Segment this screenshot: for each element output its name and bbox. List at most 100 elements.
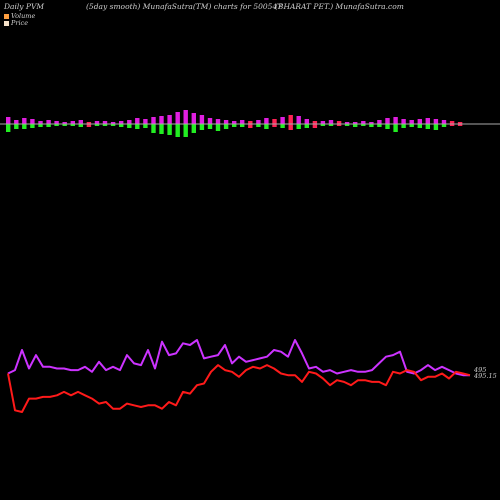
volume-bar-up <box>62 122 67 124</box>
volume-bar-up <box>353 122 358 124</box>
volume-bar-down <box>175 124 180 137</box>
volume-bar-up <box>369 122 374 124</box>
volume-bar-up <box>457 122 463 124</box>
volume-bar-up <box>78 120 83 124</box>
volume-bar-down <box>393 124 398 132</box>
volume-bar-down <box>312 124 318 128</box>
volume-bar-up <box>409 120 414 124</box>
volume-bar-up <box>256 120 261 124</box>
volume-bar-down <box>248 124 253 128</box>
volume-bar-up <box>54 121 59 124</box>
legend-volume: Volume <box>4 12 35 20</box>
volume-bar-down <box>22 124 27 129</box>
volume-bar-down <box>223 124 229 129</box>
legend-price: Price <box>4 19 28 27</box>
chart-subtitle: (5day smooth) MunafaSutra(TM) charts for… <box>86 2 282 11</box>
volume-bar-down <box>199 124 205 130</box>
volume-bar-up <box>417 119 422 124</box>
volume-bar-down <box>127 124 132 128</box>
volume-bar-down <box>296 124 301 129</box>
volume-bar-up <box>264 118 269 124</box>
volume-bar-down <box>38 124 43 127</box>
volume-bar-up <box>377 120 382 124</box>
volume-bar-down <box>353 124 358 127</box>
legend-volume-swatch <box>4 13 9 19</box>
volume-bar-down <box>425 124 430 129</box>
volume-bar-up <box>280 117 285 124</box>
legend-volume-label: Volume <box>11 12 36 20</box>
pvm-series-line <box>7 339 470 377</box>
volume-bar-down <box>320 124 326 126</box>
chart-source: (BHARAT PET.) MunafaSutra.com <box>275 2 404 11</box>
volume-bar-down <box>159 124 164 134</box>
volume-bar-down <box>344 124 350 126</box>
volume-bar-up <box>425 118 430 124</box>
volume-bar-up <box>441 120 447 124</box>
volume-bar-down <box>62 124 67 126</box>
volume-bar-up <box>207 118 213 124</box>
volume-bar-down <box>232 124 237 127</box>
volume-bar-down <box>377 124 382 127</box>
volume-bar-down <box>385 124 390 129</box>
volume-bar-down <box>240 124 245 127</box>
volume-bar-up <box>199 115 205 124</box>
volume-bar-up <box>328 120 334 124</box>
volume-bars <box>6 110 463 137</box>
volume-bar-down <box>30 124 35 128</box>
volume-bar-up <box>135 118 140 124</box>
volume-bar-up <box>102 121 108 124</box>
volume-bar-up <box>433 119 439 124</box>
volume-bar-down <box>70 124 75 126</box>
volume-bar-down <box>119 124 124 127</box>
volume-bar-up <box>127 120 132 124</box>
volume-bar-down <box>417 124 422 128</box>
volume-bar-up <box>6 117 11 124</box>
volume-bar-up <box>22 118 27 124</box>
volume-bar-down <box>54 124 59 126</box>
volume-bar-down <box>183 124 188 137</box>
volume-bar-down <box>191 124 196 133</box>
volume-bar-up <box>304 119 309 124</box>
price-end-label: 495.15 <box>473 372 497 380</box>
volume-bar-up <box>175 112 180 124</box>
volume-bar-up <box>344 122 350 124</box>
volume-bar-down <box>207 124 213 129</box>
volume-bar-up <box>14 120 19 124</box>
volume-bar-up <box>143 119 148 124</box>
legend-price-label: Price <box>11 19 29 27</box>
volume-bar-down <box>336 124 342 126</box>
volume-bar-up <box>272 119 277 124</box>
volume-bar-up <box>110 122 116 124</box>
price-series-line <box>7 364 471 413</box>
volume-bar-down <box>280 124 285 128</box>
volume-bar-down <box>78 124 83 127</box>
volume-bar-down <box>167 124 172 135</box>
volume-bar-up <box>151 117 156 124</box>
volume-bar-down <box>433 124 439 130</box>
volume-bar-down <box>14 124 19 129</box>
volume-bar-up <box>70 121 75 124</box>
volume-bar-down <box>6 124 11 132</box>
volume-bar-down <box>135 124 140 129</box>
volume-bar-up <box>38 121 43 124</box>
volume-bar-up <box>401 119 406 124</box>
volume-bar-down <box>361 124 366 126</box>
volume-bar-up <box>159 116 164 124</box>
volume-bar-up <box>183 110 188 124</box>
volume-bar-up <box>30 119 35 124</box>
volume-bar-down <box>288 124 293 130</box>
chart-title: Daily PVM <box>4 2 45 11</box>
volume-bar-up <box>223 120 229 124</box>
legend-price-swatch <box>4 20 9 26</box>
volume-bar-down <box>457 124 463 126</box>
volume-bar-down <box>94 124 100 126</box>
volume-bar-up <box>119 121 124 124</box>
volume-bar-down <box>328 124 334 126</box>
volume-bar-up <box>46 120 51 124</box>
volume-bar-up <box>385 118 390 124</box>
price-pvm-lines <box>7 339 471 413</box>
volume-bar-down <box>272 124 277 127</box>
volume-bar-up <box>312 121 318 124</box>
volume-bar-down <box>143 124 148 128</box>
